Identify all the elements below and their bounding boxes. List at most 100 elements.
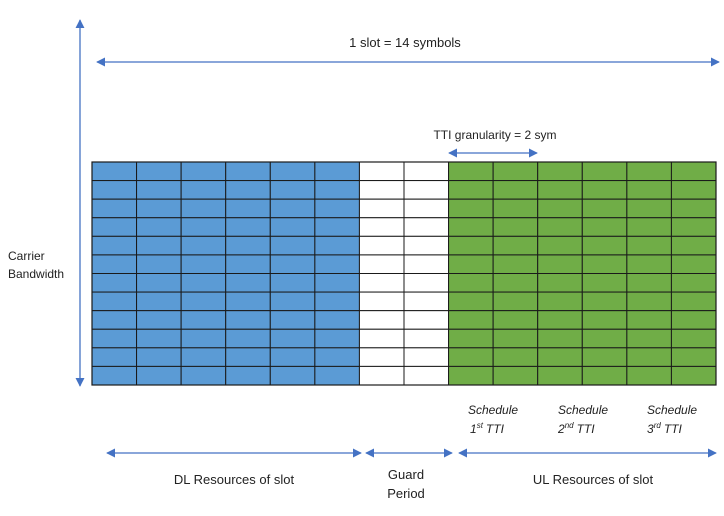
ul-resource-element — [670, 198, 717, 219]
guard-resource-element — [358, 161, 405, 182]
ul-resource-element — [670, 291, 717, 312]
dl-resource-element — [269, 235, 316, 256]
ul-resource-element — [492, 235, 539, 256]
ul-resource-element — [581, 273, 628, 293]
dl-resource-element — [91, 365, 138, 386]
dl-resource-element — [91, 198, 138, 219]
dl-resource-element — [91, 180, 138, 200]
dl-resource-element — [136, 365, 182, 386]
dl-resource-element — [91, 310, 138, 330]
ul-resource-element — [448, 198, 494, 219]
carrier-bandwidth-label-line2: Bandwidth — [8, 267, 64, 281]
dl-resource-element — [269, 273, 316, 293]
ul-resource-element — [537, 365, 583, 386]
ul-resource-element — [670, 217, 717, 237]
ul-resource-element — [581, 347, 628, 367]
ul-resource-element — [581, 365, 628, 386]
guard-resource-element — [403, 291, 450, 312]
dl-resource-element — [91, 254, 138, 274]
guard-resource-element — [403, 347, 450, 367]
dl-resource-element — [314, 180, 360, 200]
ul-resource-element — [492, 217, 539, 237]
ul-resource-element — [448, 161, 494, 182]
ul-resource-element — [581, 217, 628, 237]
ul-resource-element — [448, 328, 494, 349]
ul-resource-element — [537, 273, 583, 293]
ul-resource-element — [537, 328, 583, 349]
dl-resource-element — [225, 198, 271, 219]
ul-resource-element — [581, 198, 628, 219]
dl-resource-element — [180, 291, 227, 312]
schedule-3rd-tti: Schedule 3rd TTI — [647, 403, 697, 436]
dl-resource-element — [180, 198, 227, 219]
dl-resource-element — [91, 328, 138, 349]
dl-resource-element — [225, 365, 271, 386]
ul-resource-element — [448, 365, 494, 386]
ul-resource-element — [492, 365, 539, 386]
guard-resource-element — [403, 161, 450, 182]
ul-resource-element — [448, 291, 494, 312]
guard-resource-element — [358, 235, 405, 256]
ul-resource-element — [492, 347, 539, 367]
ul-resource-element — [448, 217, 494, 237]
dl-resource-element — [91, 161, 138, 182]
dl-resources-label: DL Resources of slot — [174, 472, 295, 487]
dl-resource-element — [180, 254, 227, 274]
dl-resource-element — [314, 161, 360, 182]
svg-text:Schedule: Schedule — [558, 403, 608, 417]
dl-resource-element — [136, 198, 182, 219]
dl-resource-element — [314, 235, 360, 256]
ul-resource-element — [492, 161, 539, 182]
ul-resource-element — [581, 254, 628, 274]
dl-resource-element — [269, 310, 316, 330]
dl-resource-element — [136, 328, 182, 349]
ul-resource-element — [670, 161, 717, 182]
dl-resource-element — [225, 310, 271, 330]
dl-resource-element — [136, 347, 182, 367]
guard-resource-element — [358, 347, 405, 367]
ul-resource-element — [670, 347, 717, 367]
dl-resource-element — [314, 347, 360, 367]
ul-resource-element — [670, 180, 717, 200]
dl-resource-element — [180, 347, 227, 367]
slot-label: 1 slot = 14 symbols — [349, 35, 461, 50]
dl-resource-element — [225, 235, 271, 256]
tti-granularity-label: TTI granularity = 2 sym — [433, 128, 556, 142]
dl-resource-element — [225, 328, 271, 349]
ul-resource-element — [448, 254, 494, 274]
grid-border — [91, 161, 717, 386]
dl-resource-element — [136, 217, 182, 237]
guard-resource-element — [403, 180, 450, 200]
ul-resource-element — [537, 254, 583, 274]
ul-resource-element — [626, 235, 672, 256]
dl-resource-element — [314, 273, 360, 293]
dl-resource-element — [136, 291, 182, 312]
ul-resource-element — [537, 347, 583, 367]
dl-resource-element — [314, 328, 360, 349]
ul-resource-element — [448, 273, 494, 293]
dl-resource-element — [180, 365, 227, 386]
ul-resource-element — [581, 161, 628, 182]
dl-resource-element — [314, 291, 360, 312]
ul-resource-element — [581, 310, 628, 330]
ul-resource-element — [626, 310, 672, 330]
dl-resource-element — [314, 310, 360, 330]
dl-resource-element — [180, 328, 227, 349]
ul-resource-element — [492, 273, 539, 293]
guard-resource-element — [358, 198, 405, 219]
dl-resource-element — [269, 328, 316, 349]
guard-resource-element — [358, 273, 405, 293]
schedule-2nd-tti: Schedule 2nd TTI — [557, 403, 608, 436]
guard-resource-element — [358, 328, 405, 349]
dl-resource-element — [269, 180, 316, 200]
svg-text:Schedule: Schedule — [468, 403, 518, 417]
dl-resource-element — [269, 365, 316, 386]
dl-resource-element — [225, 254, 271, 274]
ul-resource-element — [492, 310, 539, 330]
ul-resource-element — [626, 365, 672, 386]
dl-resource-element — [180, 161, 227, 182]
dl-resource-element — [91, 291, 138, 312]
ul-resource-element — [537, 217, 583, 237]
